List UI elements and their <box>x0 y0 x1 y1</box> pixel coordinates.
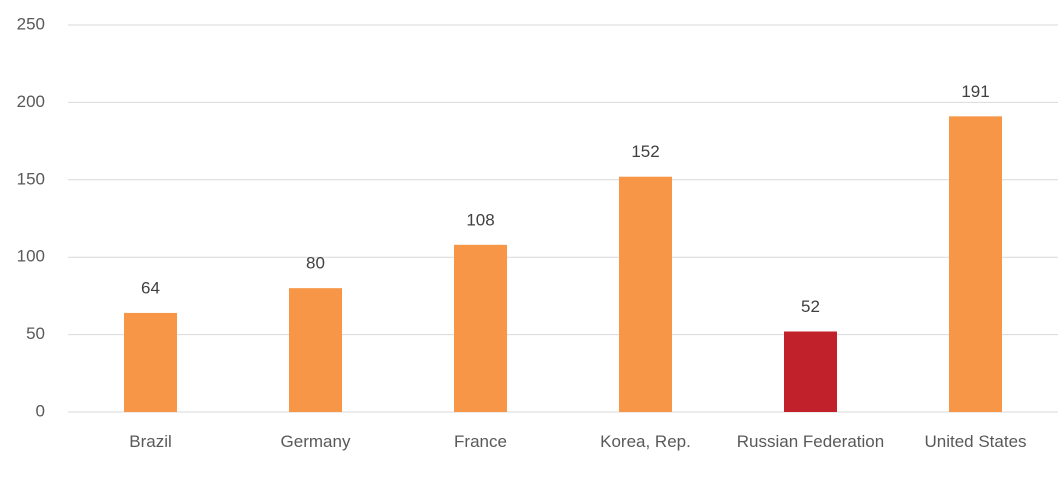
x-tick-label: Russian Federation <box>736 432 885 451</box>
y-tick-label: 150 <box>17 169 45 188</box>
bar <box>289 288 342 412</box>
y-tick-label: 50 <box>26 324 45 343</box>
bar <box>784 331 837 412</box>
data-label: 64 <box>141 278 160 297</box>
y-tick-label: 250 <box>17 14 45 33</box>
y-tick-label: 100 <box>17 247 45 266</box>
x-tick-label: France <box>454 432 507 451</box>
data-label: 80 <box>306 254 325 273</box>
y-tick-label: 0 <box>36 401 45 420</box>
x-tick-label: Korea, Rep. <box>600 432 691 451</box>
bar <box>124 312 177 412</box>
x-tick-label: United States <box>924 432 1027 451</box>
x-tick-label: Germany <box>280 432 351 451</box>
data-label: 52 <box>801 297 820 316</box>
data-label: 152 <box>631 142 659 161</box>
data-label: 191 <box>961 82 989 101</box>
x-tick-label: Brazil <box>129 432 172 451</box>
y-tick-label: 200 <box>17 92 45 111</box>
bar <box>949 116 1002 412</box>
bar <box>619 176 672 412</box>
bar <box>454 244 507 412</box>
data-label: 108 <box>466 210 494 229</box>
